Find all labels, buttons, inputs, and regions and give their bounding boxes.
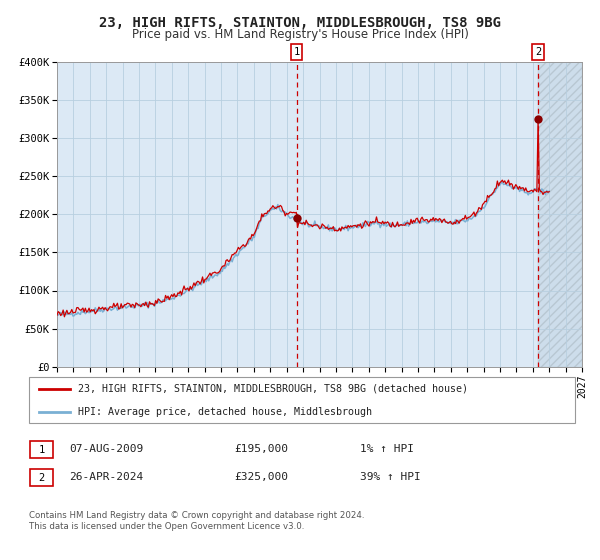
Text: Price paid vs. HM Land Registry's House Price Index (HPI): Price paid vs. HM Land Registry's House …	[131, 28, 469, 41]
Text: 1: 1	[38, 445, 44, 455]
Text: 26-APR-2024: 26-APR-2024	[69, 472, 143, 482]
FancyBboxPatch shape	[30, 441, 53, 458]
Text: 39% ↑ HPI: 39% ↑ HPI	[360, 472, 421, 482]
Text: 07-AUG-2009: 07-AUG-2009	[69, 444, 143, 454]
Text: HPI: Average price, detached house, Middlesbrough: HPI: Average price, detached house, Midd…	[78, 407, 372, 417]
Text: £325,000: £325,000	[234, 472, 288, 482]
Text: Contains HM Land Registry data © Crown copyright and database right 2024.: Contains HM Land Registry data © Crown c…	[29, 511, 364, 520]
Text: 2: 2	[38, 473, 44, 483]
Text: This data is licensed under the Open Government Licence v3.0.: This data is licensed under the Open Gov…	[29, 522, 304, 531]
Text: £195,000: £195,000	[234, 444, 288, 454]
Text: 1% ↑ HPI: 1% ↑ HPI	[360, 444, 414, 454]
FancyBboxPatch shape	[29, 377, 575, 423]
Bar	[538, 62, 582, 367]
Text: 1: 1	[293, 47, 299, 57]
Text: 23, HIGH RIFTS, STAINTON, MIDDLESBROUGH, TS8 9BG (detached house): 23, HIGH RIFTS, STAINTON, MIDDLESBROUGH,…	[78, 384, 468, 394]
FancyBboxPatch shape	[30, 469, 53, 486]
Text: 2: 2	[535, 47, 541, 57]
Bar	[57, 62, 538, 367]
Text: 23, HIGH RIFTS, STAINTON, MIDDLESBROUGH, TS8 9BG: 23, HIGH RIFTS, STAINTON, MIDDLESBROUGH,…	[99, 16, 501, 30]
